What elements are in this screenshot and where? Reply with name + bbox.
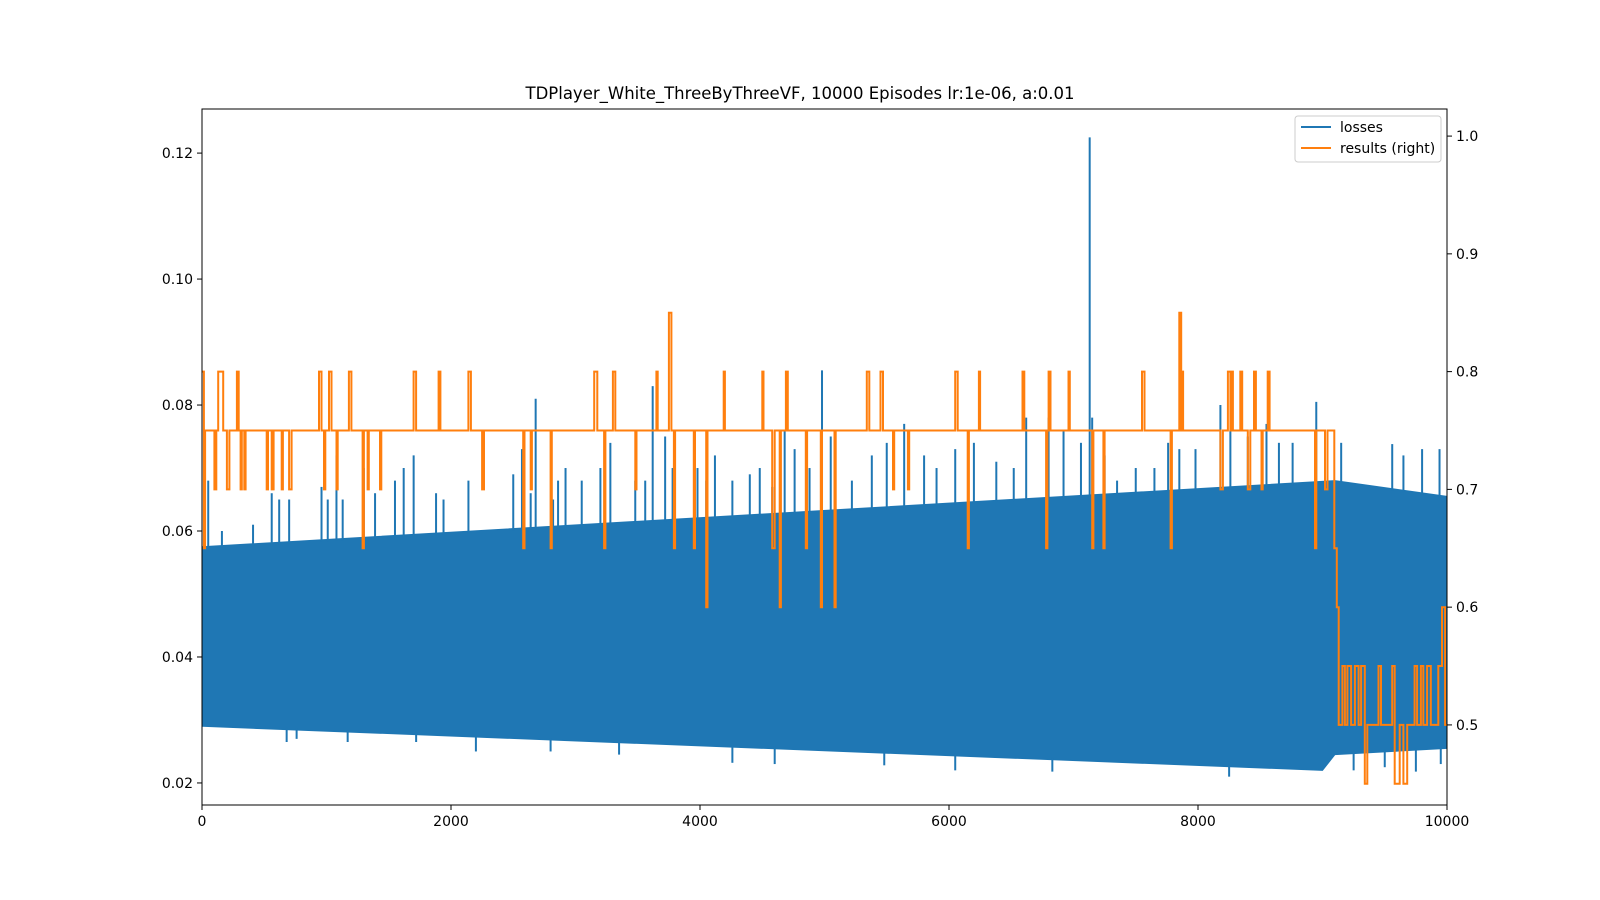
y-left-tick-label: 0.08 xyxy=(162,398,193,414)
x-tick-label: 10000 xyxy=(1425,814,1470,830)
y-right-tick-label: 0.5 xyxy=(1456,718,1478,734)
y-left-tick-label: 0.02 xyxy=(162,776,193,792)
x-tick-label: 4000 xyxy=(682,814,718,830)
series-results-line xyxy=(202,311,1447,785)
chart-title: TDPlayer_White_ThreeByThreeVF, 10000 Epi… xyxy=(525,84,1075,104)
y-left-tick-label: 0.12 xyxy=(162,146,193,162)
axes-layer: 0 2000 4000 6000 8000 10000 0.02 0.04 0.06 0.08 0.… xyxy=(162,108,1478,830)
legend: losses results (right) xyxy=(1294,115,1442,163)
x-tick-label: 6000 xyxy=(931,814,967,830)
plot-frame xyxy=(201,108,1448,806)
plot-area xyxy=(202,137,1447,785)
legend-box xyxy=(1294,115,1442,163)
y-right-tick-label: 0.8 xyxy=(1456,365,1478,381)
y-right-tick-label: 0.7 xyxy=(1456,482,1478,498)
x-tick-label: 2000 xyxy=(433,814,469,830)
y-right-tick-label: 0.9 xyxy=(1456,247,1478,263)
plot-data-layer xyxy=(202,137,1447,785)
y-left-tick-label: 0.10 xyxy=(162,272,193,288)
y-right-tick-label: 0.6 xyxy=(1456,600,1478,616)
y-right-tick-label: 1.0 xyxy=(1456,129,1478,145)
legend-label-losses: losses xyxy=(1340,120,1383,136)
series-losses xyxy=(202,137,1447,777)
losses-oscillation-band xyxy=(202,480,1447,771)
x-tick-label: 0 xyxy=(198,814,207,830)
y-left-tick-label: 0.04 xyxy=(162,650,193,666)
x-tick-label: 8000 xyxy=(1180,814,1216,830)
legend-label-results: results (right) xyxy=(1340,141,1435,157)
y-left-tick-label: 0.06 xyxy=(162,524,193,540)
